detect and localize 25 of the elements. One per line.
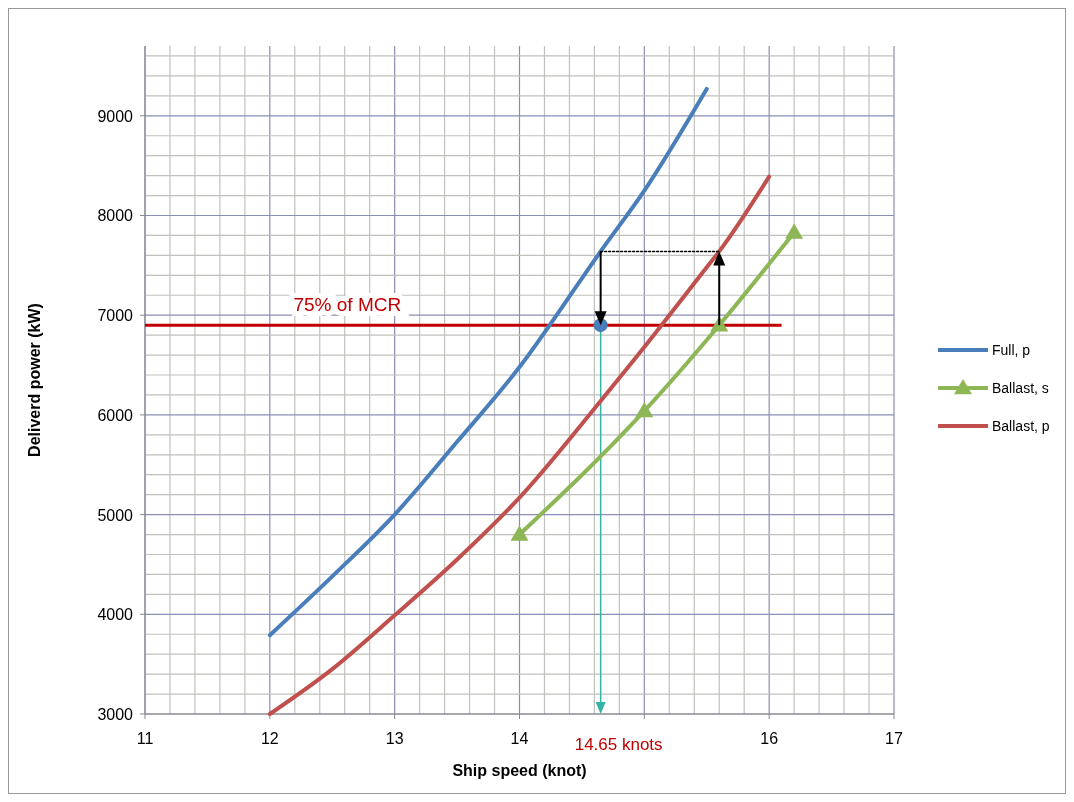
ref-line-label: 14.65 knots [574, 735, 663, 754]
x-tick-label: 13 [385, 730, 404, 747]
y-tick-label: 6000 [97, 406, 134, 424]
point [785, 223, 804, 239]
ref-line-label: 75% of MCR [293, 294, 402, 316]
y-tick-label: 3000 [97, 706, 134, 723]
y-tick-label: 9000 [97, 107, 134, 125]
legend-label: Ballast, p [992, 418, 1050, 434]
point [635, 401, 654, 418]
y-axis-title: Deliverd power (kW) [26, 303, 43, 457]
line-series [267, 174, 772, 716]
x-tick-label: 17 [885, 730, 903, 747]
y-tick-label: 8000 [97, 207, 134, 225]
x-axis-title: Ship speed (knot) [452, 762, 587, 779]
y-tick-label: 7000 [97, 307, 134, 325]
y-tick-label: 5000 [97, 506, 134, 524]
line-series [267, 86, 709, 638]
x-tick-label: 12 [260, 730, 279, 747]
x-tick-label: 11 [136, 730, 154, 747]
y-tick-label: 4000 [97, 606, 134, 624]
legend-label: Full, p [992, 342, 1031, 358]
legend-label: Ballast, s [992, 380, 1049, 396]
point [510, 525, 529, 541]
x-tick-label: 14 [510, 730, 529, 747]
x-tick-label: 16 [760, 730, 779, 747]
